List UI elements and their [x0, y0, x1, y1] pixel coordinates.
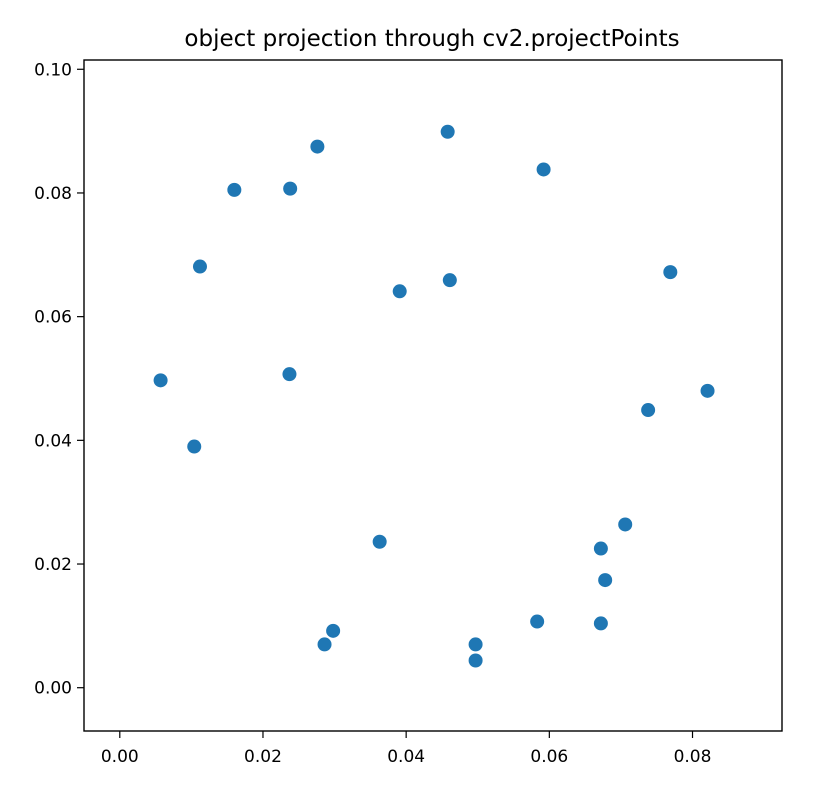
plot-area-frame — [83, 59, 783, 732]
scatter-point — [593, 541, 608, 556]
data-points — [153, 124, 715, 668]
x-tick-label: 0.02 — [244, 747, 282, 767]
scatter-point — [618, 517, 633, 532]
scatter-point — [283, 181, 298, 196]
scatter-point — [663, 265, 678, 280]
scatter-point — [468, 637, 483, 652]
scatter-point — [641, 403, 656, 418]
x-tick-label: 0.06 — [530, 747, 568, 767]
scatter-point — [392, 284, 407, 299]
scatter-point — [598, 573, 613, 588]
scatter-point — [317, 637, 332, 652]
scatter-point — [468, 653, 483, 668]
scatter-point — [440, 124, 455, 139]
y-tick-label: 0.06 — [34, 308, 72, 328]
scatter-point — [310, 139, 325, 154]
y-tick-label: 0.04 — [34, 431, 72, 451]
scatter-point — [530, 614, 545, 629]
scatter-point — [153, 373, 168, 388]
scatter-point — [593, 616, 608, 631]
x-tick-label: 0.08 — [674, 747, 712, 767]
x-axis: 0.00 0.02 0.04 0.06 0.08 — [101, 731, 712, 767]
scatter-point — [282, 367, 297, 382]
scatter-point — [326, 623, 341, 638]
scatter-point — [192, 259, 207, 274]
x-tick-label: 0.04 — [387, 747, 425, 767]
scatter-point — [700, 383, 715, 398]
y-tick-label: 0.02 — [34, 555, 72, 575]
chart-title: object projection through cv2.projectPoi… — [184, 26, 679, 52]
y-tick-label: 0.00 — [34, 679, 72, 699]
scatter-point — [227, 182, 242, 197]
scatter-point — [187, 439, 202, 454]
scatter-point — [372, 534, 387, 549]
y-tick-label: 0.10 — [34, 60, 72, 80]
y-tick-label: 0.08 — [34, 184, 72, 204]
scatter-point — [536, 162, 551, 177]
x-tick-label: 0.00 — [101, 747, 139, 767]
y-axis: 0.00 0.02 0.04 0.06 0.08 0.10 — [34, 60, 84, 699]
scatter-point — [442, 273, 457, 288]
